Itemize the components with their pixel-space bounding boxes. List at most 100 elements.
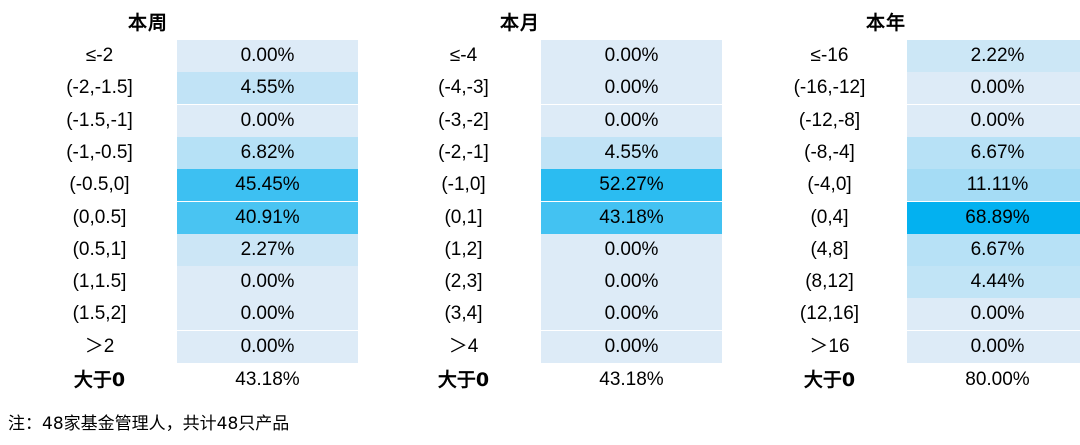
table-row: (2,3] 0.00% (386, 266, 722, 299)
table-title: 本月 (500, 12, 541, 34)
table-row: (4,8] 6.67% (752, 233, 1080, 266)
row-label: (-1,-0.5] (66, 141, 133, 163)
value-cell: 11.11% (907, 169, 1080, 202)
value-cell: 4.55% (541, 136, 722, 169)
value-cell: 0.00% (541, 330, 722, 363)
table-panel-1: 本周 ≤-2 0.00% (-2,-1.5] 4.55% (-1.5,-1] 0.00% (-… (22, 0, 358, 410)
table-title: 本周 (128, 12, 169, 34)
table-row: (1,1.5] 0.00% (22, 266, 358, 299)
value-cell: 0.00% (541, 298, 722, 331)
table-row: (-4,0] 11.11% (752, 169, 1080, 202)
table-row: ≤-2 0.00% (22, 40, 358, 72)
value-cell: 6.67% (907, 136, 1080, 169)
value-cell: 0.00% (907, 72, 1080, 105)
footnote: 注：48家基金管理人，共计48只产品 (8, 414, 290, 434)
row-label: (-4,0] (807, 174, 852, 196)
value-cell: 0.00% (907, 104, 1080, 137)
row-label: (1,2] (444, 238, 483, 260)
table-row: (8,12] 4.44% (752, 266, 1080, 299)
table-row: (-2,-1.5] 4.55% (22, 72, 358, 105)
value-cell: 0.00% (177, 298, 358, 331)
row-label: (-4,-3] (438, 77, 489, 99)
value-cell: 4.44% (907, 266, 1080, 299)
value-cell: 2.27% (177, 233, 358, 266)
row-label: (-8,-4] (804, 141, 855, 163)
summary-label: 大于0 (803, 369, 856, 391)
row-label: ≤-4 (449, 45, 478, 66)
summary-label: 大于0 (437, 369, 490, 391)
value-cell: 0.00% (177, 104, 358, 137)
value-cell: 0.00% (907, 330, 1080, 363)
summary-value: 80.00% (965, 369, 1030, 390)
table-row: (-4,-3] 0.00% (386, 72, 722, 105)
row-label: (-12,-8] (798, 109, 861, 131)
table-row: (1.5,2] 0.00% (22, 298, 358, 331)
row-label: (0,1] (444, 206, 483, 228)
row-label: (0,4] (810, 206, 849, 228)
value-cell: 0.00% (177, 266, 358, 299)
value-cell: 4.55% (177, 72, 358, 105)
row-label: (2,3] (444, 271, 483, 293)
table-row: (0,0.5] 40.91% (22, 201, 358, 234)
value-cell: 43.18% (541, 201, 722, 234)
table-row: (-16,-12] 0.00% (752, 72, 1080, 105)
table-row: ＞2 0.00% (22, 330, 358, 363)
table-panel-3: 本年 ≤-16 2.22% (-16,-12] 0.00% (-12,-8] 0.00% (-… (752, 0, 1080, 410)
row-label: (3,4] (444, 303, 483, 325)
row-label: ≤-16 (810, 45, 849, 66)
value-cell: 0.00% (541, 266, 722, 299)
row-label: (12,16] (799, 303, 860, 325)
row-label: (-16,-12] (793, 77, 866, 99)
row-label: (-1,0] (441, 174, 486, 196)
row-label: ≤-2 (85, 45, 114, 66)
value-cell: 6.67% (907, 233, 1080, 266)
table-row: ＞16 0.00% (752, 330, 1080, 363)
table-row: (-2,-1] 4.55% (386, 136, 722, 169)
value-cell: 0.00% (541, 233, 722, 266)
table-row: (3,4] 0.00% (386, 298, 722, 331)
summary-value: 43.18% (599, 369, 664, 390)
table-row: ≤-4 0.00% (386, 40, 722, 72)
row-label: (-3,-2] (438, 109, 489, 131)
row-label: ＞2 (84, 335, 115, 357)
row-label: (8,12] (805, 271, 854, 293)
value-cell: 52.27% (541, 169, 722, 202)
row-label: ＞4 (448, 335, 479, 357)
table-row: (-0.5,0] 45.45% (22, 169, 358, 202)
row-label: (4,8] (810, 238, 849, 260)
table-row: (-1.5,-1] 0.00% (22, 104, 358, 137)
table-title: 本年 (866, 12, 907, 34)
row-label: (-0.5,0] (69, 174, 130, 196)
table-row: (12,16] 0.00% (752, 298, 1080, 331)
table-row: (1,2] 0.00% (386, 233, 722, 266)
summary-row: 大于0 43.18% (386, 364, 722, 396)
table-row: (0,4] 68.89% (752, 201, 1080, 234)
table-row: (-1,-0.5] 6.82% (22, 136, 358, 169)
row-label: ＞16 (809, 335, 850, 357)
value-cell: 0.00% (907, 298, 1080, 331)
row-label: (1,1.5] (72, 271, 127, 293)
summary-label: 大于0 (73, 369, 126, 391)
table-row: ＞4 0.00% (386, 330, 722, 363)
row-label: (-2,-1] (438, 141, 489, 163)
value-cell: 0.00% (541, 40, 722, 72)
table-row: (-1,0] 52.27% (386, 169, 722, 202)
value-cell: 0.00% (541, 72, 722, 105)
row-label: (0.5,1] (72, 238, 127, 260)
value-cell: 45.45% (177, 169, 358, 202)
value-cell: 0.00% (177, 40, 358, 72)
value-cell: 68.89% (907, 201, 1080, 234)
value-cell: 2.22% (907, 40, 1080, 72)
table-row: (0,1] 43.18% (386, 201, 722, 234)
row-label: (0,0.5] (72, 206, 127, 228)
table-row: (0.5,1] 2.27% (22, 233, 358, 266)
table-row: (-3,-2] 0.00% (386, 104, 722, 137)
table-row: ≤-16 2.22% (752, 40, 1080, 72)
table-panel-2: 本月 ≤-4 0.00% (-4,-3] 0.00% (-3,-2] 0.00% (-2,-1… (386, 0, 722, 410)
value-cell: 0.00% (177, 330, 358, 363)
summary-row: 大于0 80.00% (752, 364, 1080, 396)
value-cell: 0.00% (541, 104, 722, 137)
value-cell: 40.91% (177, 201, 358, 234)
row-label: (1.5,2] (72, 303, 127, 325)
summary-value: 43.18% (235, 369, 300, 390)
